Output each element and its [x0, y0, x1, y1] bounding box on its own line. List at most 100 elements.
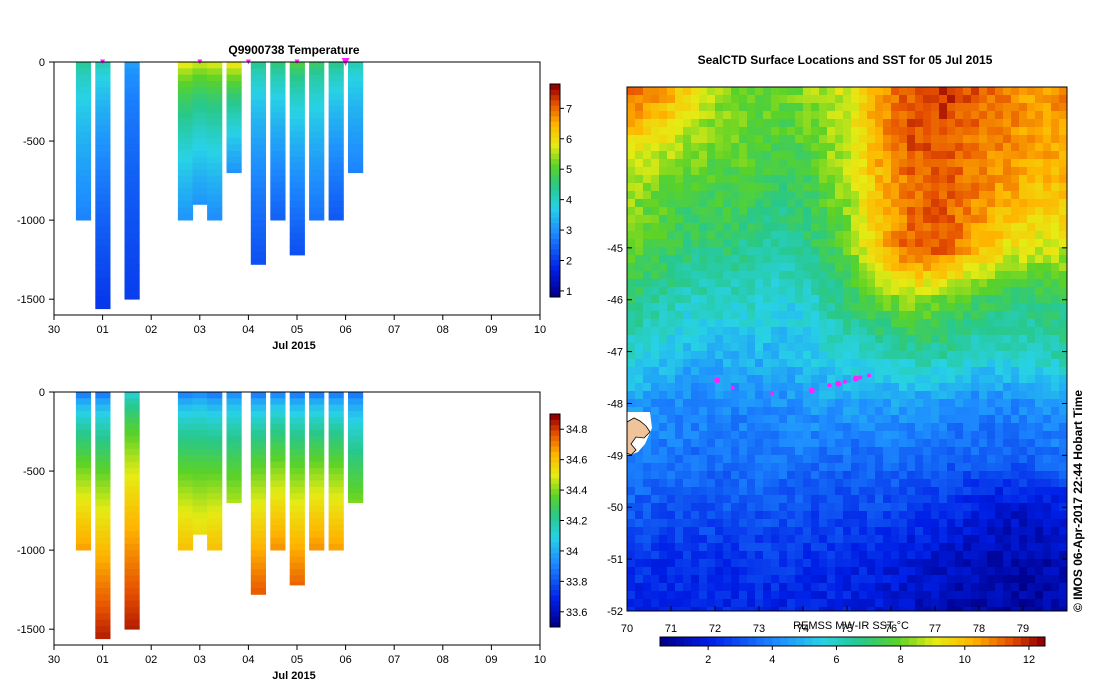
sst-cell: [915, 479, 924, 488]
sst-cell: [1035, 191, 1044, 200]
sst-cell: [835, 207, 844, 216]
sst-cell: [683, 415, 692, 424]
sst-cell: [683, 183, 692, 192]
sst-cell: [1011, 343, 1020, 352]
sst-cell: [923, 263, 932, 272]
temperature-cell: [95, 264, 111, 272]
sst-cell: [675, 175, 684, 184]
sst-cell: [787, 239, 796, 248]
sst-cell: [707, 95, 716, 104]
sst-cell: [675, 439, 684, 448]
sst-cell: [843, 207, 852, 216]
sst-cell: [995, 87, 1004, 96]
sst-cell: [835, 447, 844, 456]
temperature-cell: [270, 182, 286, 189]
sst-cell: [827, 455, 836, 464]
sst-cell: [779, 543, 788, 552]
sst-cell: [971, 391, 980, 400]
salinity-cell: [177, 518, 194, 526]
sst-cell: [699, 279, 708, 288]
sst-cell: [803, 303, 812, 312]
temperature-cell: [95, 106, 111, 113]
sst-cell: [675, 471, 684, 480]
sst-cell: [867, 527, 876, 536]
sst-cell: [635, 95, 644, 104]
salinity-cell: [75, 474, 92, 481]
sst-cell: [843, 383, 852, 392]
sst-cell: [659, 511, 668, 520]
sst-colorbar-tick-label: 2: [705, 654, 711, 666]
sst-cell: [627, 471, 636, 480]
sst-cell: [1003, 431, 1012, 440]
sst-cell: [851, 487, 860, 496]
sst-cell: [651, 159, 660, 168]
sst-cell: [1019, 303, 1028, 312]
temperature-profile: [250, 62, 266, 265]
salinity-colorbar-step: [550, 493, 560, 500]
temperature-colorbar-tick-label: 2: [566, 255, 572, 267]
sst-cell: [787, 159, 796, 168]
sst-cell: [707, 367, 716, 376]
sst-cell: [1035, 415, 1044, 424]
sst-cell: [899, 319, 908, 328]
sst-cell: [1051, 583, 1060, 592]
sst-cell: [795, 391, 804, 400]
sst-cell: [851, 431, 860, 440]
sst-cell: [955, 319, 964, 328]
sst-cell: [651, 151, 660, 160]
sst-colorbar-step: [948, 637, 958, 646]
sst-cell: [819, 583, 828, 592]
salinity-cell: [124, 404, 140, 412]
salinity-cell: [328, 499, 344, 507]
sst-cell: [659, 375, 668, 384]
sst-cell: [1011, 495, 1020, 504]
temperature-cell: [177, 213, 194, 221]
sst-cell: [859, 375, 868, 384]
sst-cell: [747, 127, 756, 136]
sst-cell: [1011, 303, 1020, 312]
sst-cell: [835, 335, 844, 344]
sst-cell: [923, 367, 932, 376]
sst-cell: [683, 399, 692, 408]
sst-cell: [707, 399, 716, 408]
sst-cell: [859, 183, 868, 192]
sst-cell: [819, 295, 828, 304]
sst-cell: [771, 311, 780, 320]
sst-cell: [939, 231, 948, 240]
sst-cell: [875, 599, 884, 608]
sst-cell: [667, 175, 676, 184]
lon-tick-label: 76: [885, 623, 897, 635]
sst-cell: [1011, 159, 1020, 168]
sst-cell: [875, 527, 884, 536]
sst-cell: [803, 119, 812, 128]
sst-cell: [931, 207, 940, 216]
temperature-cell: [124, 270, 140, 278]
salinity-cell: [124, 619, 140, 627]
sst-cell: [827, 207, 836, 216]
salinity-colorbar-step: [550, 467, 560, 474]
sst-cell: [835, 223, 844, 232]
sst-cell: [819, 487, 828, 496]
sst-cell: [1035, 391, 1044, 400]
sst-cell: [995, 119, 1004, 128]
sst-cell: [803, 191, 812, 200]
sst-cell: [667, 231, 676, 240]
sst-cell: [779, 295, 788, 304]
sst-cell: [755, 119, 764, 128]
sst-cell: [707, 135, 716, 144]
sst-cell: [755, 215, 764, 224]
sst-cell: [683, 327, 692, 336]
salinity-cell: [270, 543, 286, 551]
sst-cell: [715, 567, 724, 576]
sst-cell: [651, 551, 660, 560]
sst-cell: [1051, 551, 1060, 560]
temperature-colorbar-step: [550, 137, 560, 144]
sst-cell: [723, 479, 732, 488]
salinity-cell: [177, 505, 194, 513]
sst-cell: [899, 511, 908, 520]
salinity-cell: [95, 404, 111, 412]
sst-cell: [1019, 599, 1028, 608]
sst-cell: [659, 303, 668, 312]
sst-cell: [675, 87, 684, 96]
